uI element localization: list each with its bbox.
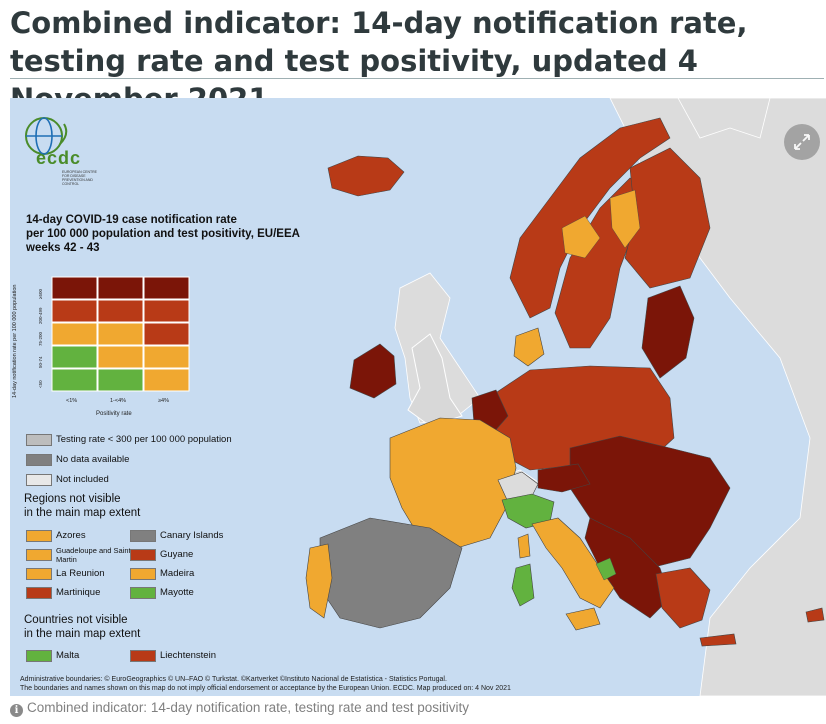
legend-title: 14-day COVID-19 case notification rate p…	[26, 213, 316, 255]
matrix-x-tick: ≥4%	[158, 398, 169, 404]
matrix-cell	[143, 322, 190, 346]
region-sicily	[565, 607, 601, 631]
legend-label: Testing rate < 300 per 100 000 populatio…	[56, 434, 232, 445]
figure-caption: i Combined indicator: 14-day notification…	[10, 700, 469, 717]
legend-label: Guyane	[160, 549, 194, 560]
legend-label: Liechtenstein	[160, 650, 216, 661]
ecdc-logo-icon	[25, 117, 68, 155]
legend-swatch	[26, 568, 52, 580]
legend-swatch	[26, 474, 52, 486]
matrix-cell	[51, 299, 98, 323]
legend-label: Malta	[56, 650, 80, 661]
legend-label: La Reunion	[56, 568, 105, 579]
legend-label: Azores	[56, 530, 86, 541]
legend-label: Mayotte	[160, 587, 194, 598]
matrix-y-tick: 200-499	[38, 307, 43, 324]
legend-swatch	[26, 454, 52, 466]
matrix-cell	[143, 276, 190, 300]
figure-caption-text: Combined indicator: 14-day notification …	[27, 700, 469, 715]
matrix-cell	[97, 299, 144, 323]
matrix-cell	[97, 368, 144, 392]
europe-map	[305, 98, 826, 696]
countries-heading-line: Countries not visible	[24, 614, 128, 626]
risk-matrix	[51, 276, 190, 392]
logo-text: ecdc	[36, 148, 82, 168]
region-greece	[655, 567, 711, 629]
matrix-y-tick: 75-200	[38, 331, 43, 346]
region-iceland	[327, 155, 405, 197]
matrix-cell	[143, 299, 190, 323]
matrix-cell	[143, 368, 190, 392]
legend-swatch	[130, 568, 156, 580]
region-italy	[531, 517, 615, 609]
region-balkans	[584, 517, 671, 619]
regions-heading-line: Regions not visible	[24, 493, 121, 505]
map-legend: ecdc EUROPEAN CENTRE FOR DISEASE PREVENT…	[10, 98, 302, 662]
region-corsica	[517, 533, 531, 559]
matrix-cell	[97, 345, 144, 369]
matrix-y-tick: 50-74	[38, 356, 43, 368]
matrix-cell	[51, 276, 98, 300]
legend-label: Not included	[56, 474, 109, 485]
region-austria	[537, 463, 591, 493]
map-disclaimer: The boundaries and names shown on this m…	[20, 685, 511, 692]
info-icon: i	[10, 704, 23, 717]
legend-label: Martinique	[56, 587, 101, 598]
legend-title-line: 14-day COVID-19 case notification rate	[26, 214, 237, 226]
countries-heading-line: in the main map extent	[24, 628, 141, 640]
regions-heading: Regions not visible in the main map exte…	[24, 492, 140, 520]
region-cyprus	[805, 607, 825, 623]
map-figure[interactable]: ecdc EUROPEAN CENTRE FOR DISEASE PREVENT…	[10, 98, 826, 696]
matrix-cell	[97, 276, 144, 300]
matrix-x-tick: <1%	[66, 398, 78, 404]
legend-label: Guadeloupe and Saint Martin	[56, 546, 131, 564]
legend-swatch	[26, 650, 52, 662]
matrix-cell	[97, 322, 144, 346]
legend-title-line: per 100 000 population and test positivi…	[26, 228, 300, 240]
matrix-x-tick: 1-<4%	[110, 398, 127, 404]
page-title: Combined indicator: 14-day notification …	[10, 6, 748, 116]
legend-swatch	[26, 434, 52, 446]
matrix-cell	[51, 368, 98, 392]
region-ireland	[349, 343, 397, 399]
legend-label: Canary Islands	[160, 530, 224, 541]
matrix-cell	[143, 345, 190, 369]
legend-swatch	[26, 587, 52, 599]
legend-swatch	[130, 650, 156, 662]
region-spain	[319, 517, 463, 629]
matrix-y-axis-label: 14-day notification rate per 100 000 pop…	[12, 284, 18, 398]
region-baltics	[641, 285, 695, 379]
region-crete	[699, 633, 737, 647]
region-france	[389, 417, 517, 551]
title-divider	[10, 78, 824, 79]
region-portugal	[305, 543, 333, 619]
legend-title-line: weeks 42 - 43	[26, 242, 100, 254]
legend-swatch	[26, 530, 52, 542]
legend-swatch	[130, 549, 156, 561]
legend-swatch	[130, 530, 156, 542]
matrix-cell	[51, 345, 98, 369]
legend-swatch	[26, 549, 52, 561]
logo-subtitle: EUROPEAN CENTRE FOR DISEASE PREVENTION A…	[62, 170, 98, 186]
matrix-y-tick: <50	[38, 380, 43, 388]
regions-heading-line: in the main map extent	[24, 507, 141, 519]
legend-label: Madeira	[160, 568, 195, 579]
legend-label: No data available	[56, 454, 130, 465]
matrix-x-axis-label: Positivity rate	[96, 411, 132, 417]
expand-icon	[794, 134, 810, 150]
region-sardinia	[511, 563, 535, 607]
matrix-y-tick: ≥500	[38, 289, 43, 299]
countries-heading: Countries not visible in the main map ex…	[24, 613, 140, 641]
expand-map-button[interactable]	[784, 124, 820, 160]
matrix-cell	[51, 322, 98, 346]
map-attribution: Administrative boundaries: © EuroGeograp…	[20, 676, 447, 683]
region-denmark	[513, 327, 545, 367]
legend-swatch	[130, 587, 156, 599]
